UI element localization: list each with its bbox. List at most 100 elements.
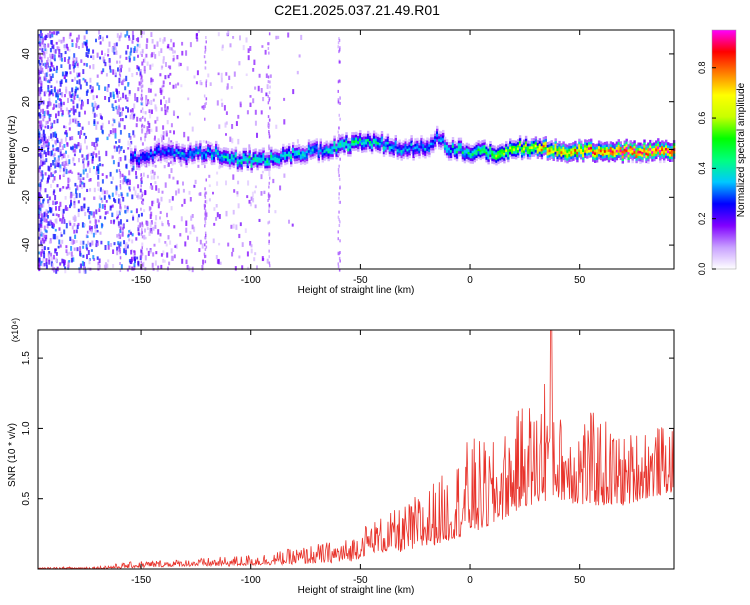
spectrogram-noise-cell — [215, 204, 218, 208]
spectrogram-noise-cell — [59, 201, 62, 207]
spectrogram-noise-cell — [72, 145, 74, 150]
spectrogram-ridge-cell — [625, 149, 628, 153]
spectrogram-ridge-cell — [655, 148, 658, 152]
spectrogram-noise-cell — [48, 90, 51, 96]
spectrogram-ridge-cell — [197, 159, 200, 163]
spectrogram-ridge-cell — [659, 141, 662, 145]
spectrogram-noise-cell — [39, 207, 42, 213]
spectrogram-noise-cell — [100, 222, 103, 229]
spectrogram-ridge-cell — [319, 151, 322, 155]
spectrogram-ridge-cell — [268, 152, 271, 155]
spectrogram-streak-cell — [142, 115, 144, 119]
spectrogram-streak-cell — [268, 125, 270, 129]
spectrogram-noise-cell — [86, 247, 89, 251]
spectrogram-noise-cell — [172, 110, 175, 116]
spectrogram-ridge-cell — [489, 141, 492, 144]
spectrogram-noise-cell — [137, 184, 140, 189]
spectrogram-ridge-cell — [169, 158, 172, 162]
spectrogram-ridge-cell — [594, 149, 597, 153]
spectrogram-noise-cell — [47, 177, 49, 183]
spectrogram-ridge-cell — [305, 155, 309, 159]
spectrogram-streak-cell — [119, 74, 122, 78]
spectrogram-noise-cell — [172, 49, 174, 54]
spectrogram-ridge-cell — [463, 152, 467, 156]
spectrogram-noise-cell — [121, 173, 124, 178]
spectrogram-ridge-cell — [542, 136, 545, 140]
spectrogram-noise-cell — [108, 133, 111, 137]
spectrogram-noise-cell — [158, 238, 161, 243]
spectrogram-ridge-cell — [230, 148, 234, 152]
spectrogram-ridge-cell — [167, 149, 170, 153]
spectrogram-noise-cell — [115, 169, 118, 173]
spectrogram-ridge-cell — [469, 152, 472, 156]
spectrogram-streak-cell — [268, 51, 270, 55]
spectrogram-noise-cell — [49, 238, 52, 244]
spectrogram-ridge-cell — [153, 153, 157, 157]
spectrogram-ridge-cell — [528, 148, 532, 152]
spectrogram-ridge-cell — [558, 143, 561, 147]
spectrogram-ridge-cell — [203, 146, 206, 149]
spectrogram-noise-cell — [47, 85, 50, 89]
spectrogram-ridge-cell — [509, 138, 512, 142]
spectrogram-streak-cell — [204, 204, 206, 208]
spectrogram-noise-cell — [54, 201, 57, 205]
spectrogram-noise-cell — [43, 150, 46, 155]
spectrogram-streak-cell — [204, 214, 207, 217]
spectrogram-ridge-cell — [629, 153, 632, 157]
spectrogram-ridge-cell — [293, 153, 297, 156]
spectrogram-ridge-cell — [264, 160, 267, 164]
spectrogram-ridge-cell — [130, 153, 133, 157]
spectrogram-ridge-cell — [173, 158, 176, 162]
spectrogram-ridge-cell — [410, 143, 413, 146]
spectrogram-ridge-cell — [410, 137, 413, 141]
spectrogram-ridge-cell — [603, 147, 607, 151]
spectrogram-ridge-cell — [130, 155, 133, 159]
spectrogram-ridge-cell — [609, 143, 613, 147]
spectrogram-ridge-cell — [574, 148, 577, 152]
spectrogram-ridge-cell — [286, 145, 289, 149]
spectrogram-ridge-cell — [576, 148, 579, 152]
spectrogram-ridge-cell — [586, 139, 589, 143]
spectrogram-ridge-cell — [655, 150, 658, 154]
spectrogram-ridge-cell — [501, 143, 504, 147]
spectrogram-noise-cell — [202, 259, 205, 265]
spectrogram-ridge-cell — [438, 130, 441, 134]
spectrogram-noise-cell — [38, 76, 41, 80]
spectrogram-noise-cell — [201, 265, 204, 271]
spectrogram-ridge-cell — [222, 147, 226, 151]
spectrogram-ridge-cell — [351, 132, 354, 136]
spectrogram-noise-cell — [93, 196, 96, 200]
spectrogram-ridge-cell — [592, 150, 595, 154]
spectrogram-streak-cell — [204, 165, 206, 169]
spectrogram-noise-cell — [39, 79, 42, 84]
spectrogram-ridge-cell — [667, 150, 670, 154]
spectrogram-ridge-cell — [309, 154, 313, 158]
spectrogram-ridge-cell — [670, 143, 674, 147]
spectrogram-ridge-cell — [649, 150, 652, 154]
colorbar-tick-label: 0.6 — [697, 112, 707, 125]
spectrogram-streak-cell — [141, 79, 144, 83]
spectrogram-ridge-cell — [372, 143, 376, 147]
spectrogram-ridge-cell — [349, 140, 352, 144]
spectrogram-noise-cell — [47, 101, 50, 107]
spectrogram-noise-cell — [79, 180, 82, 185]
spectrogram-ridge-cell — [667, 152, 670, 156]
spectrogram-noise-cell — [45, 265, 48, 270]
spectrogram-ridge-cell — [238, 159, 242, 163]
spectrogram-noise-cell — [173, 254, 176, 259]
spectrogram-streak-cell — [337, 262, 339, 266]
spectrogram-ridge-cell — [165, 142, 168, 146]
spectrogram-ridge-cell — [588, 149, 591, 153]
spectrogram-y-tick-label: -20 — [21, 190, 32, 205]
spectrogram-ridge-cell — [349, 148, 352, 152]
spectrogram-noise-cell — [101, 173, 104, 176]
spectrogram-ridge-cell — [471, 155, 474, 159]
spectrogram-noise-cell — [69, 222, 72, 226]
spectrogram-ridge-cell — [558, 151, 561, 155]
spectrogram-ridge-cell — [335, 143, 338, 147]
spectrogram-noise-cell — [182, 188, 185, 193]
spectrogram-ridge-cell — [258, 149, 261, 153]
snr-x-tick-label: 0 — [467, 575, 473, 586]
spectrogram-ridge-cell — [495, 149, 498, 153]
spectrogram-ridge-cell — [396, 154, 399, 158]
